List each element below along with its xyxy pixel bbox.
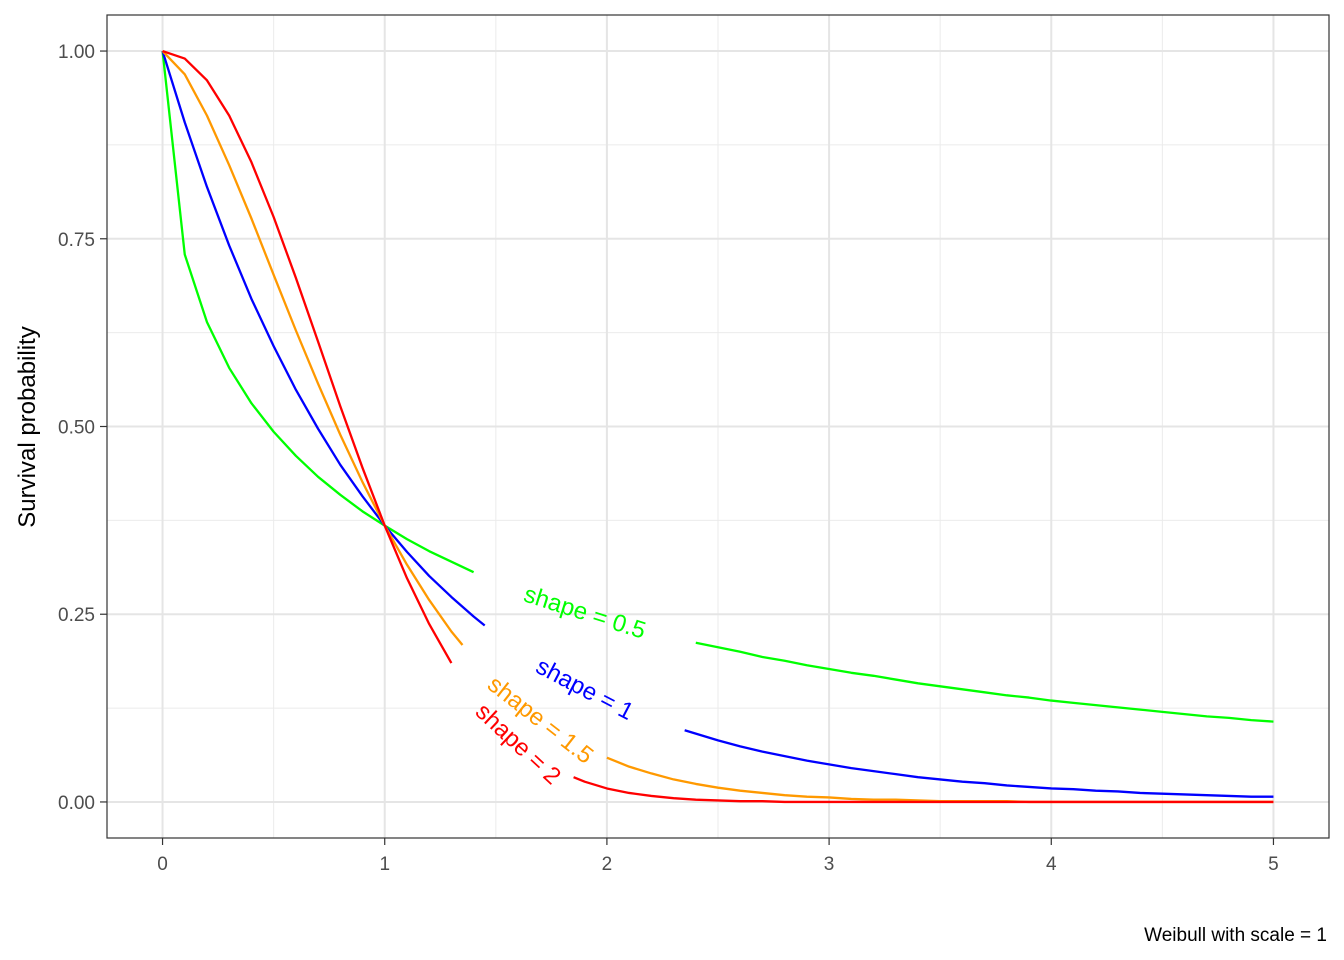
x-tick-label: 1 <box>379 854 390 875</box>
series-lines <box>161 49 1274 804</box>
y-tick-label: 0.25 <box>58 605 95 626</box>
y-axis: 0.00 0.25 0.50 0.75 1.00 <box>58 42 107 814</box>
series-line <box>161 50 464 646</box>
series-line <box>161 50 475 574</box>
x-tick-label: 5 <box>1268 854 1279 875</box>
series-line <box>573 776 1274 804</box>
x-tick-label: 4 <box>1046 854 1057 875</box>
chart-caption: Weibull with scale = 1 <box>1144 925 1327 946</box>
x-tick-label: 0 <box>157 854 168 875</box>
y-tick-label: 1.00 <box>58 42 95 63</box>
y-axis-title: Survival probability <box>14 326 41 527</box>
series-line <box>162 49 453 664</box>
y-tick-label: 0.50 <box>58 418 95 439</box>
series-line <box>684 729 1274 798</box>
y-tick-label: 0.75 <box>58 230 95 251</box>
y-tick-label: 0.00 <box>58 793 95 814</box>
x-tick-label: 2 <box>602 854 613 875</box>
series-line <box>161 50 486 627</box>
x-tick-label: 3 <box>824 854 835 875</box>
x-axis: 0 1 2 3 4 5 <box>157 838 1279 875</box>
series-line <box>695 641 1274 723</box>
